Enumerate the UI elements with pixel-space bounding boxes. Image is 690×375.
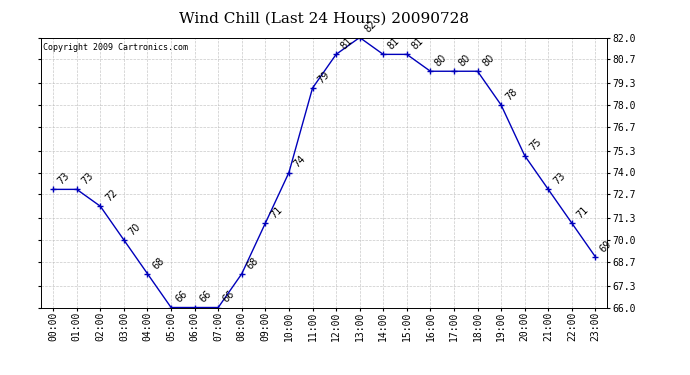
Text: 79: 79 — [315, 69, 331, 86]
Text: 73: 73 — [79, 171, 95, 187]
Text: 82: 82 — [362, 19, 378, 35]
Text: 68: 68 — [150, 255, 166, 271]
Text: Copyright 2009 Cartronics.com: Copyright 2009 Cartronics.com — [43, 43, 188, 52]
Text: 66: 66 — [221, 289, 237, 305]
Text: 68: 68 — [244, 255, 260, 271]
Text: 66: 66 — [197, 289, 213, 305]
Text: 70: 70 — [127, 221, 143, 237]
Text: 71: 71 — [268, 204, 284, 220]
Text: Wind Chill (Last 24 Hours) 20090728: Wind Chill (Last 24 Hours) 20090728 — [179, 11, 469, 25]
Text: 80: 80 — [457, 53, 473, 69]
Text: 66: 66 — [174, 289, 190, 305]
Text: 74: 74 — [292, 154, 308, 170]
Text: 81: 81 — [386, 36, 402, 52]
Text: 72: 72 — [103, 188, 119, 204]
Text: 81: 81 — [410, 36, 425, 52]
Text: 71: 71 — [575, 204, 591, 220]
Text: 80: 80 — [433, 53, 449, 69]
Text: 73: 73 — [56, 171, 72, 187]
Text: 75: 75 — [527, 137, 544, 153]
Text: 69: 69 — [598, 238, 614, 254]
Text: 73: 73 — [551, 171, 567, 187]
Text: 78: 78 — [504, 86, 520, 102]
Text: 80: 80 — [480, 53, 496, 69]
Text: 81: 81 — [339, 36, 355, 52]
